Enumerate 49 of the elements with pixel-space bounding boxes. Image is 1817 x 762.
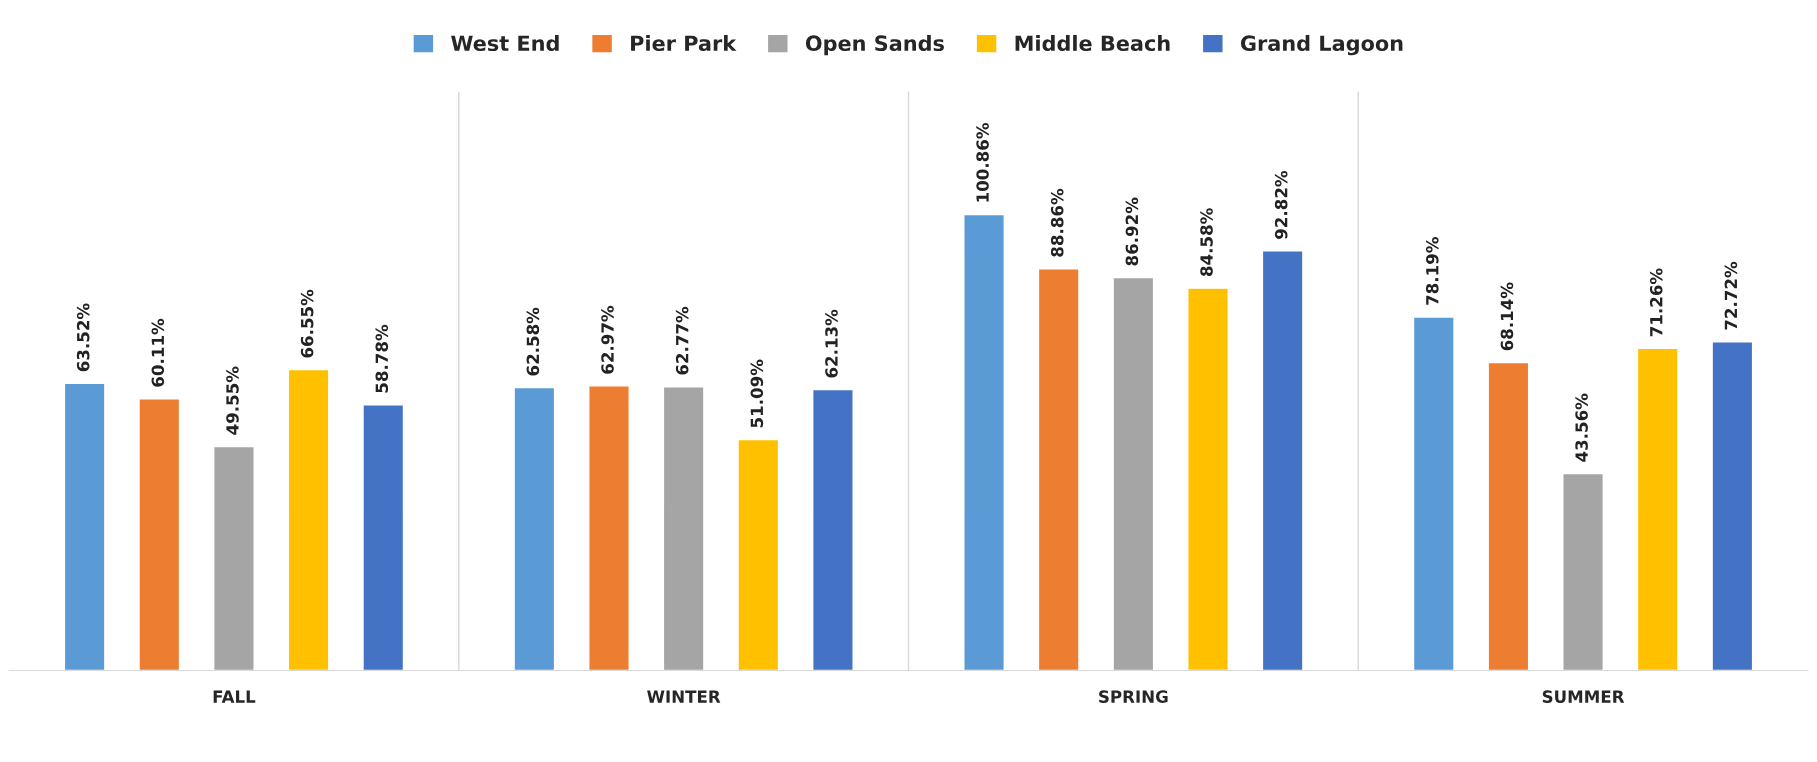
data-label: 86.92% [1125,197,1139,266]
x-tick-label: SUMMER [1542,690,1625,703]
bar [588,385,630,671]
bar [213,445,255,671]
data-label: 72.72% [1724,261,1738,330]
bar [737,438,780,671]
data-label: 60.11% [151,318,165,387]
data-label: 78.19% [1425,237,1439,305]
bar [63,382,106,671]
legend-label: Middle Beach [1015,34,1170,52]
data-label: 43.56% [1575,393,1588,462]
data-label: 49.55% [226,366,239,435]
bar [1037,268,1080,671]
bar [1187,287,1229,671]
data-label: 92.82% [1274,170,1288,239]
bar [1112,276,1155,671]
bar [1412,316,1455,671]
bar [662,386,705,671]
bar [287,368,330,671]
data-label: 58.78% [375,324,389,393]
data-label: 51.09% [750,359,764,428]
legend-label: Open Sands [805,34,944,56]
data-label: 100.86% [976,122,989,202]
x-tick-label: FALL [213,690,256,703]
bar [1487,361,1530,671]
bar [1562,472,1604,671]
bar [138,398,181,671]
legend-label: Pier Park [631,34,737,52]
x-tick-label: WINTER [647,690,721,703]
data-label: 62.77% [675,306,689,375]
data-label: 63.52% [76,303,90,372]
data-label: 66.55% [300,289,314,358]
data-label: 62.13% [825,309,838,378]
data-label: 62.97% [601,305,614,374]
data-label: 84.58% [1200,208,1213,277]
bar [963,213,1005,671]
bar [1636,347,1679,671]
x-tick-label: SPRING [1099,690,1168,703]
data-label: 88.86% [1050,188,1064,257]
data-label: 62.58% [526,307,540,376]
bar [1711,341,1754,671]
legend-label: Grand Lagoon [1240,34,1403,56]
bar [1261,250,1304,671]
legend-label: West End [451,34,559,52]
bar [362,404,405,671]
data-label: 71.26% [1649,268,1663,337]
data-label: 68.14% [1500,282,1514,351]
bar [812,388,854,671]
bar [513,386,556,671]
